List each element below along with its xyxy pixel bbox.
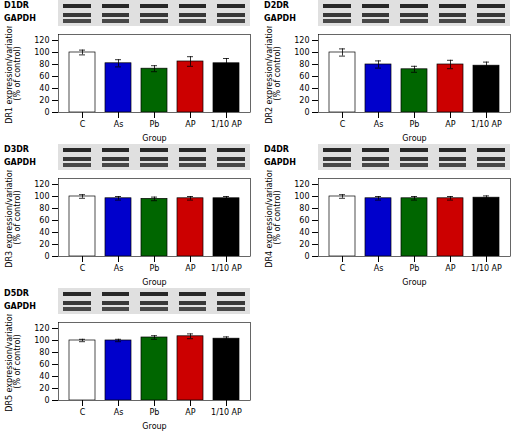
svg-text:100: 100 [34,192,49,201]
svg-text:As: As [114,120,124,129]
svg-text:DR3 expression/variation(% of: DR3 expression/variation(% of control) [5,170,22,268]
html-text:D3DR: D3DR [4,145,29,154]
svg-text:40: 40 [299,228,309,237]
svg-text:AP: AP [185,408,195,417]
svg-text:60: 60 [39,72,49,81]
svg-text:1/10 AP: 1/10 AP [211,264,242,273]
html-text:GAPDH: GAPDH [264,158,296,167]
svg-text:80: 80 [39,348,49,357]
svg-text:100: 100 [34,336,49,345]
svg-text:120: 120 [294,180,309,189]
svg-text:As: As [374,120,384,129]
svg-text:1/10 AP: 1/10 AP [211,408,242,417]
svg-text:1/10 AP: 1/10 AP [471,120,502,129]
svg-text:1/10 AP: 1/10 AP [211,120,242,129]
svg-text:60: 60 [39,360,49,369]
svg-text:60: 60 [299,216,309,225]
svg-text:Pb: Pb [150,120,160,129]
svg-text:100: 100 [294,48,309,57]
svg-text:120: 120 [34,180,49,189]
svg-text:C: C [80,408,86,417]
svg-text:40: 40 [39,228,49,237]
svg-text:0: 0 [44,396,49,405]
svg-text:40: 40 [39,372,49,381]
html-text:GAPDH: GAPDH [4,158,36,167]
svg-text:C: C [80,120,86,129]
svg-text:C: C [80,264,86,273]
svg-text:120: 120 [34,36,49,45]
svg-text:60: 60 [39,216,49,225]
svg-text:DR1 expression/variation(% of: DR1 expression/variation(% of control) [5,26,22,124]
html-text:D2DR: D2DR [264,1,289,10]
html-text:GAPDH: GAPDH [264,14,296,23]
html-text:D5DR: D5DR [4,289,29,298]
html-text:GAPDH: GAPDH [4,14,36,23]
svg-text:0: 0 [44,252,49,261]
svg-text:DR5 expression/variation(% of: DR5 expression/variation(% of control) [5,314,22,412]
svg-text:As: As [374,264,384,273]
svg-text:DR2 expression/variation(% of: DR2 expression/variation(% of control) [265,26,282,124]
svg-text:Pb: Pb [410,120,420,129]
svg-text:DR4 expression/variation(% of: DR4 expression/variation(% of control) [265,170,282,268]
svg-text:60: 60 [299,72,309,81]
svg-text:100: 100 [34,48,49,57]
svg-text:1/10 AP: 1/10 AP [471,264,502,273]
svg-text:As: As [114,408,124,417]
svg-text:Pb: Pb [410,264,420,273]
svg-text:80: 80 [39,204,49,213]
svg-text:40: 40 [299,84,309,93]
svg-text:Group: Group [142,422,166,431]
svg-text:Pb: Pb [150,264,160,273]
svg-text:100: 100 [294,192,309,201]
html-text:GAPDH: GAPDH [4,302,36,311]
html-text:D1DR: D1DR [4,1,29,10]
svg-text:Group: Group [402,278,426,287]
svg-text:80: 80 [39,60,49,69]
html-text:D4DR: D4DR [264,145,289,154]
svg-text:AP: AP [185,264,195,273]
svg-text:80: 80 [299,204,309,213]
svg-text:Group: Group [142,134,166,143]
svg-text:40: 40 [39,84,49,93]
svg-text:20: 20 [39,240,49,249]
svg-text:C: C [340,264,346,273]
svg-text:20: 20 [299,240,309,249]
svg-text:0: 0 [44,108,49,117]
svg-text:AP: AP [185,120,195,129]
svg-text:20: 20 [39,96,49,105]
svg-text:AP: AP [445,264,455,273]
svg-text:0: 0 [304,252,309,261]
svg-text:20: 20 [39,384,49,393]
svg-text:20: 20 [299,96,309,105]
svg-text:0: 0 [304,108,309,117]
svg-text:AP: AP [445,120,455,129]
svg-text:As: As [114,264,124,273]
svg-text:80: 80 [299,60,309,69]
svg-text:C: C [340,120,346,129]
svg-text:120: 120 [294,36,309,45]
svg-text:Pb: Pb [150,408,160,417]
svg-text:120: 120 [34,324,49,333]
svg-text:Group: Group [402,134,426,143]
svg-text:Group: Group [142,278,166,287]
